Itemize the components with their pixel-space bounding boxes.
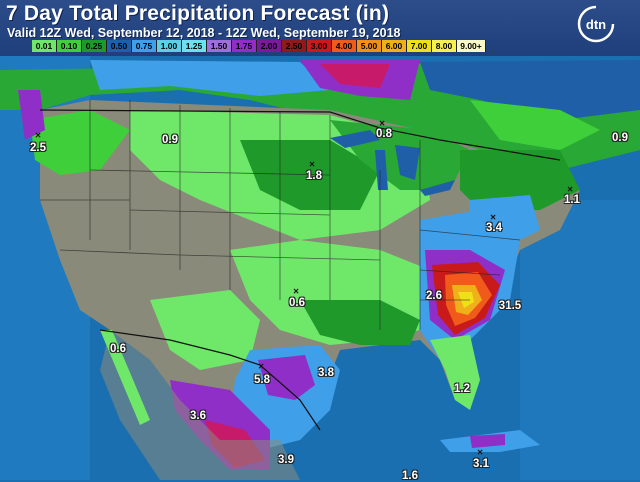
precip-total-label: 2.5 bbox=[30, 142, 46, 154]
precip-total-label: 0.6 bbox=[289, 297, 305, 309]
canada-wet-area bbox=[90, 60, 330, 96]
legend-swatch: 0.10 bbox=[57, 40, 82, 52]
southwest-rain bbox=[150, 290, 260, 370]
legend-swatch: 0.01 bbox=[32, 40, 57, 52]
precip-total-label: 3.6 bbox=[190, 410, 206, 422]
precip-total-label: 0.6 bbox=[110, 343, 126, 355]
pacific-northwest-rain bbox=[30, 110, 130, 175]
legend-swatch: 0.25 bbox=[82, 40, 107, 52]
cuba-heavy bbox=[470, 434, 505, 448]
precip-total-label: 1.8 bbox=[306, 170, 322, 182]
legend-swatch: 8.00 bbox=[432, 40, 457, 52]
location-marker: × bbox=[258, 361, 264, 373]
state-borders bbox=[40, 100, 521, 330]
precip-total-label: 1.2 bbox=[454, 383, 470, 395]
precip-total-label: 0.9 bbox=[162, 134, 178, 146]
precip-total-label: 3.8 bbox=[318, 367, 334, 379]
baja-peninsula bbox=[100, 330, 150, 425]
gulf-coast-rain bbox=[300, 300, 420, 345]
legend-swatch: 1.50 bbox=[207, 40, 232, 52]
florida bbox=[430, 335, 480, 410]
legend-swatch: 5.00 bbox=[357, 40, 382, 52]
dtn-logo: dtn bbox=[577, 5, 615, 43]
precip-total-label: 31.5 bbox=[498, 300, 522, 312]
precip-total-label: 0.8 bbox=[376, 128, 392, 140]
location-marker: × bbox=[379, 118, 385, 130]
mid-atlantic-rain bbox=[470, 195, 540, 245]
legend-swatch: 1.75 bbox=[232, 40, 257, 52]
canada-blue-east bbox=[420, 60, 640, 120]
precip-total-label: 1.1 bbox=[564, 194, 580, 206]
precip-total-label: 1.6 bbox=[402, 470, 418, 482]
color-legend: 0.01 0.10 0.25 0.50 0.75 1.00 1.25 1.50 1.75 2.00… bbox=[32, 40, 486, 52]
precip-total-label: 0.9 bbox=[612, 132, 628, 144]
us-canada-border bbox=[39, 109, 561, 161]
legend-swatch: 3.00 bbox=[307, 40, 332, 52]
precip-total-label: 3.9 bbox=[278, 454, 294, 466]
legend-swatch: 6.00 bbox=[382, 40, 407, 52]
legend-swatch: 2.50 bbox=[282, 40, 307, 52]
svg-text:dtn: dtn bbox=[586, 17, 606, 32]
atlantic-ocean bbox=[520, 200, 640, 480]
location-marker: × bbox=[309, 159, 315, 171]
legend-swatch: 1.25 bbox=[182, 40, 207, 52]
map-title: 7 Day Total Precipitation Forecast (in) bbox=[6, 2, 390, 25]
location-marker: × bbox=[567, 184, 573, 196]
canada-heavy-core bbox=[320, 64, 390, 88]
lake-michigan bbox=[375, 150, 388, 190]
lake-huron bbox=[395, 145, 420, 180]
location-marker: × bbox=[293, 286, 299, 298]
location-marker: × bbox=[490, 212, 496, 224]
location-marker: × bbox=[477, 447, 483, 459]
northwest-coast-heavy bbox=[18, 90, 45, 140]
precip-total-label: 3.4 bbox=[486, 222, 502, 234]
precip-total-label: 2.6 bbox=[426, 290, 442, 302]
legend-swatch: 9.00+ bbox=[457, 40, 486, 52]
mexico-landmass bbox=[100, 330, 300, 480]
legend-swatch: 1.00 bbox=[157, 40, 182, 52]
texas-very-heavy bbox=[258, 355, 315, 400]
precip-total-label: 3.1 bbox=[473, 458, 489, 470]
northeast-rain bbox=[460, 150, 580, 210]
legend-swatch: 0.50 bbox=[107, 40, 132, 52]
lake-superior bbox=[330, 130, 380, 148]
legend-swatch: 7.00 bbox=[407, 40, 432, 52]
location-marker: × bbox=[35, 130, 41, 142]
upper-midwest-rain bbox=[240, 140, 380, 210]
legend-swatch: 2.00 bbox=[257, 40, 282, 52]
header-bar: 7 Day Total Precipitation Forecast (in) … bbox=[0, 0, 640, 56]
legend-swatch: 4.00 bbox=[332, 40, 357, 52]
us-mexico-border bbox=[99, 329, 321, 431]
lake-erie bbox=[420, 180, 455, 196]
canada-green-east bbox=[470, 100, 600, 150]
precip-total-label: 5.8 bbox=[254, 374, 270, 386]
legend-swatch: 0.75 bbox=[132, 40, 157, 52]
valid-period: Valid 12Z Wed, September 12, 2018 - 12Z … bbox=[7, 26, 401, 40]
